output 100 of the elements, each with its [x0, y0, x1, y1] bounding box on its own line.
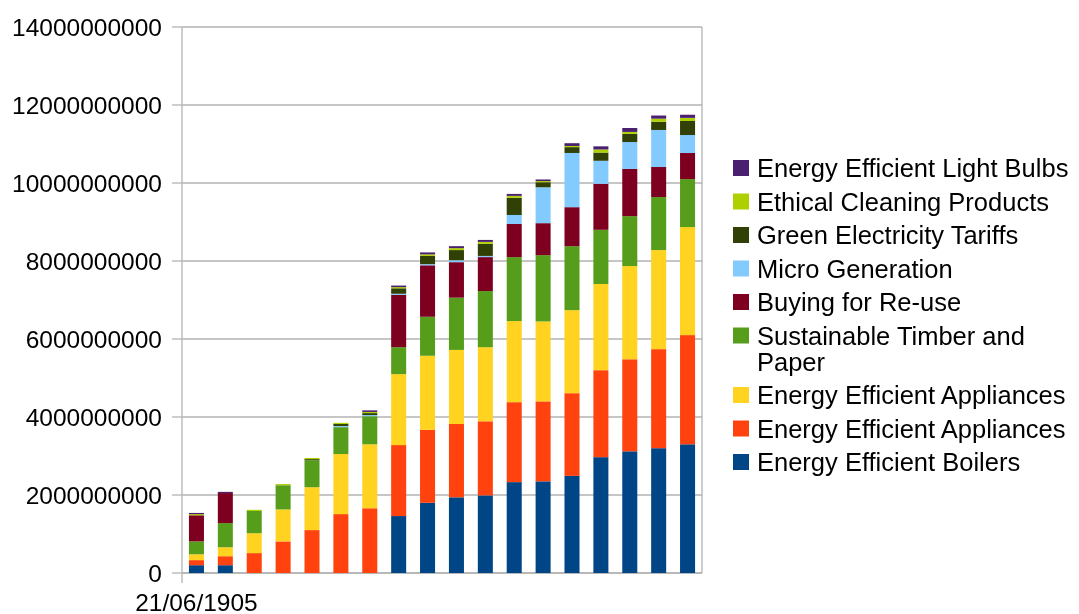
bar	[275, 541, 291, 573]
bar	[448, 297, 464, 350]
bar	[651, 167, 667, 198]
bar	[506, 482, 522, 573]
bar	[333, 514, 349, 573]
legend-label: Energy Efficient Appliances	[757, 381, 1066, 409]
bar	[304, 487, 320, 531]
bar	[680, 335, 696, 445]
bar	[477, 421, 493, 496]
bar	[246, 510, 262, 534]
legend-label: Energy Efficient Boilers	[757, 448, 1021, 476]
legend-label: Energy Efficient Appliances	[757, 414, 1066, 443]
bar	[680, 444, 696, 573]
bar	[391, 445, 407, 517]
bar	[391, 288, 407, 294]
bar	[477, 347, 493, 422]
y-tick-label: 4000000000	[25, 403, 162, 431]
bar	[477, 243, 493, 256]
bar	[564, 310, 580, 394]
bar	[535, 481, 551, 573]
y-tick-label: 6000000000	[25, 325, 162, 353]
bar	[651, 121, 667, 130]
legend-label: Green Electricity Tariffs	[757, 221, 1019, 249]
bar	[217, 547, 233, 557]
bar	[535, 401, 551, 482]
bar	[420, 355, 436, 430]
bar	[651, 250, 667, 350]
bar	[420, 265, 436, 317]
bar	[391, 347, 407, 375]
bar	[477, 257, 493, 292]
y-tick-label: 12000000000	[12, 91, 162, 119]
bar	[680, 227, 696, 336]
bar	[564, 393, 580, 476]
bar	[535, 223, 551, 256]
legend-label: Buying for Re-use	[757, 288, 962, 316]
y-tick-label: 8000000000	[25, 247, 162, 275]
bar	[333, 454, 349, 515]
bar	[275, 485, 291, 510]
bar	[391, 294, 407, 348]
bar	[535, 255, 551, 322]
bar	[622, 216, 638, 267]
bar	[564, 475, 580, 573]
bar	[593, 160, 609, 184]
bar	[448, 349, 464, 425]
bar	[651, 129, 667, 168]
bar	[477, 495, 493, 573]
bar	[680, 135, 696, 153]
bar	[622, 133, 638, 143]
bar	[593, 457, 609, 573]
bar	[420, 316, 436, 356]
bar	[506, 214, 522, 224]
bar	[246, 553, 262, 573]
bar	[420, 502, 436, 573]
bar	[362, 508, 378, 573]
bar	[593, 370, 609, 458]
bar	[217, 556, 233, 566]
bar	[593, 284, 609, 371]
bar	[217, 493, 233, 524]
bar	[622, 359, 638, 452]
bar	[420, 429, 436, 503]
bar	[680, 179, 696, 228]
legend-label: Sustainable Timber and Paper	[757, 321, 1025, 376]
bar	[564, 152, 580, 208]
bar	[593, 183, 609, 230]
bar	[622, 142, 638, 169]
bar	[506, 223, 522, 258]
bar	[391, 374, 407, 446]
bar	[506, 402, 522, 483]
bar	[622, 168, 638, 217]
bar	[362, 444, 378, 509]
bar	[651, 349, 667, 449]
bar	[362, 416, 378, 445]
x-tick-label: 21/06/1905	[135, 589, 258, 614]
bar	[680, 120, 696, 136]
bar	[622, 266, 638, 360]
bar	[622, 451, 638, 573]
bar	[188, 541, 204, 555]
legend-label: Micro Generation	[757, 254, 953, 283]
y-tick-label: 0	[148, 559, 162, 587]
bar	[188, 554, 204, 561]
bar	[535, 321, 551, 402]
bar	[680, 152, 696, 180]
bar	[651, 197, 667, 251]
bar	[477, 291, 493, 348]
bar	[564, 246, 580, 311]
bar	[420, 255, 436, 265]
bar	[448, 250, 464, 261]
bar	[535, 187, 551, 224]
bar	[448, 497, 464, 573]
bar	[564, 207, 580, 247]
legend-label: Ethical Cleaning Products	[757, 187, 1049, 216]
bar	[448, 262, 464, 298]
bar	[448, 424, 464, 498]
legend-label: Energy Efficient Light Bulbs	[757, 154, 1069, 182]
y-tick-label: 14000000000	[12, 13, 162, 41]
bar	[391, 516, 407, 573]
y-tick-label: 10000000000	[12, 169, 162, 197]
bar	[188, 515, 204, 542]
bar	[506, 257, 522, 322]
bar	[246, 533, 262, 554]
